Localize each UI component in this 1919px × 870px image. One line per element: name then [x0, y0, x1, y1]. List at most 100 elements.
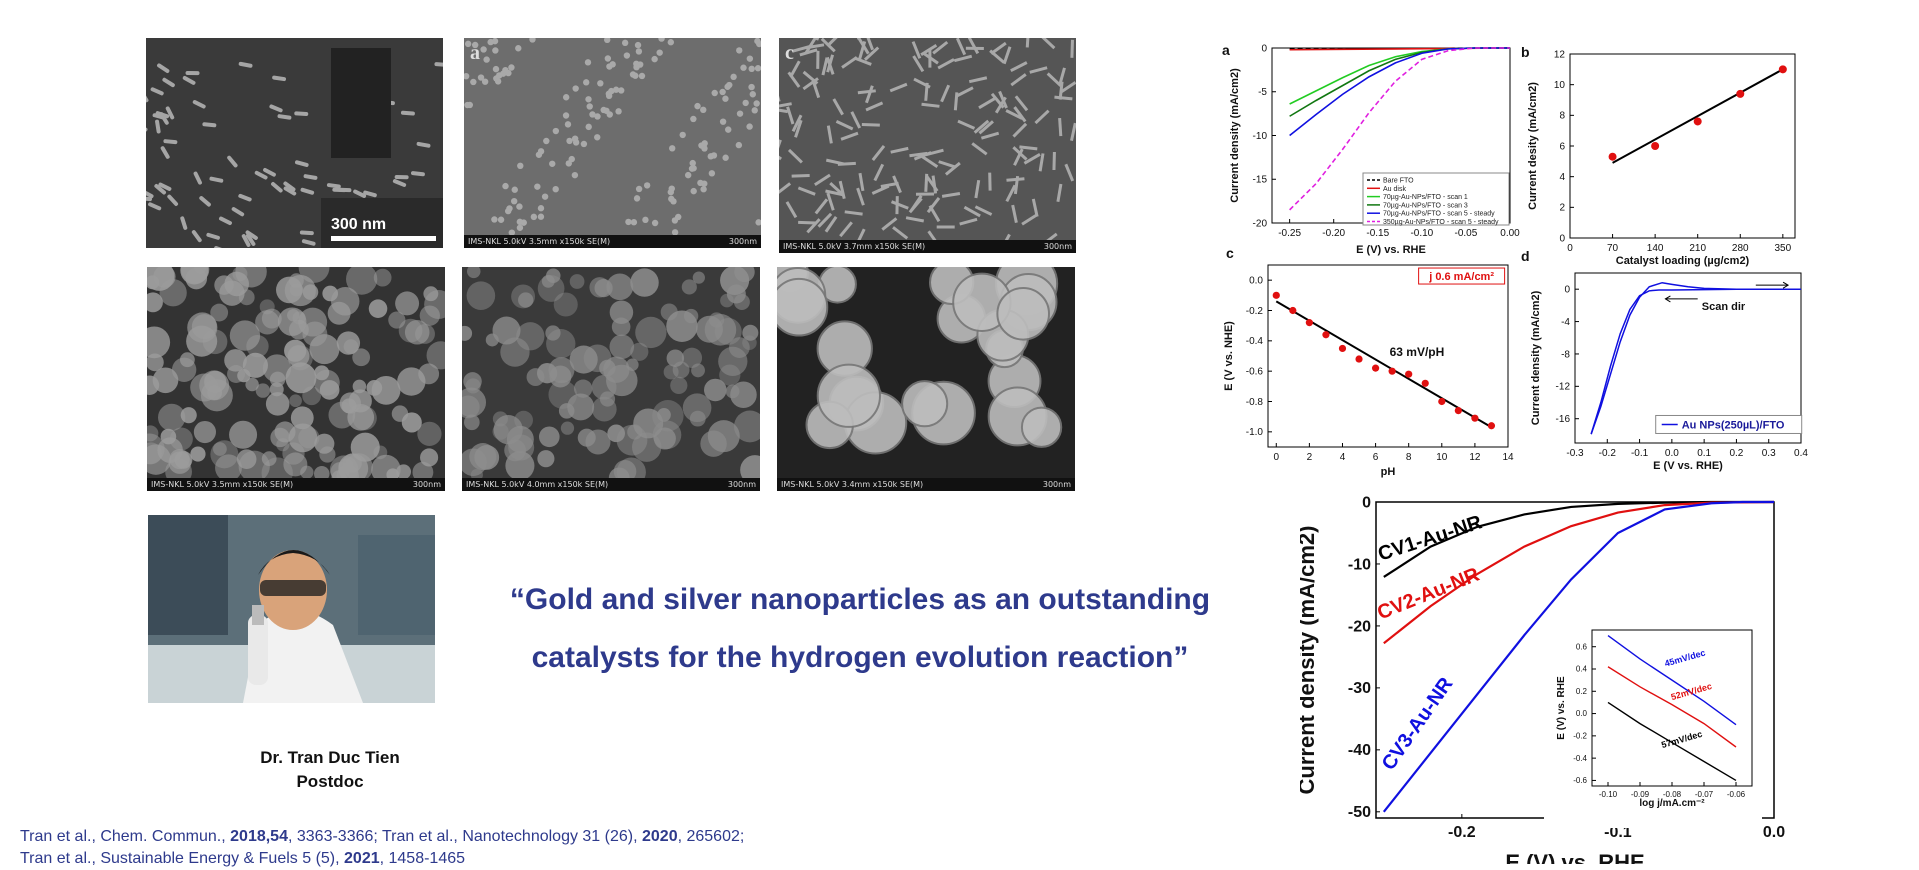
y-axis-label: Current density (mA/cm2) [1300, 526, 1319, 795]
x-tick-label: -0.10 [1599, 790, 1618, 799]
data-point [1609, 153, 1617, 161]
sem-scale: 300nm [413, 478, 441, 491]
x-axis-label: pH [1381, 466, 1396, 478]
quote-line-2: catalysts for the hydrogen evolution rea… [440, 629, 1280, 687]
y-tick-label: -4 [1561, 317, 1570, 328]
x-tick-label: -0.10 [1410, 228, 1433, 239]
sem-info: IMS-NKL 5.0kV 3.4mm x150k SE(M) [781, 480, 923, 489]
y-tick-label: 0.2 [1576, 687, 1588, 696]
y-axis-label: Current density (mA/cm2) [1229, 68, 1241, 203]
panel-label: a [1222, 42, 1230, 58]
ref-text: Tran et al., Chem. Commun., [20, 828, 230, 845]
y-tick-label: 0.4 [1576, 665, 1588, 674]
legend-entry: Bare FTO [1383, 178, 1414, 185]
y-tick-label: 0 [1559, 233, 1565, 244]
x-tick-label: -0.15 [1366, 228, 1389, 239]
sem-image-nanorods: 300 nm [146, 38, 443, 248]
y-tick-label: 0 [1261, 43, 1267, 54]
ref-year: 2018,54 [230, 828, 288, 845]
y-tick-label: 6 [1559, 141, 1565, 152]
y-tick-label: -1.0 [1246, 427, 1264, 438]
data-point [1651, 142, 1659, 150]
fit-line [1613, 69, 1783, 163]
x-tick-label: 0.2 [1729, 448, 1743, 459]
data-point [1405, 371, 1412, 378]
series-line [1290, 48, 1510, 116]
x-axis-label: E (V vs. RHE) [1653, 460, 1723, 472]
panel-letter: c [785, 42, 794, 65]
nanorods-texture [146, 38, 443, 248]
y-tick-label: -15 [1253, 175, 1268, 186]
ref-text: , 1458-1465 [380, 850, 465, 867]
data-point [1322, 331, 1329, 338]
scan-dir-annotation: Scan dir [1702, 301, 1746, 313]
series-label: CV3-Au-NR [1378, 673, 1458, 774]
ref-text: Tran et al., Sustainable Energy & Fuels … [20, 850, 344, 867]
x-tick-label: 0.3 [1762, 448, 1776, 459]
condition-label: j 0.6 mA/cm² [1428, 271, 1494, 283]
y-tick-label: -0.8 [1246, 397, 1264, 408]
y-tick-label: 10 [1554, 80, 1566, 91]
y-tick-label: 0.6 [1576, 642, 1588, 651]
data-point [1306, 319, 1313, 326]
y-tick-label: 2 [1559, 203, 1565, 214]
x-tick-label: 8 [1406, 452, 1412, 463]
y-axis-label: E (V vs. NHE) [1223, 321, 1235, 391]
y-tick-label: -0.6 [1573, 776, 1587, 785]
y-tick-label: -5 [1258, 87, 1267, 98]
x-tick-label: 0.4 [1794, 448, 1808, 459]
x-tick-label: 4 [1340, 452, 1346, 463]
reference-line-2: Tran et al., Sustainable Energy & Fuels … [20, 848, 744, 870]
x-tick-label: -0.2 [1448, 824, 1476, 841]
data-point [1471, 415, 1478, 422]
series-line [1591, 289, 1801, 434]
sem-info-bar: IMS-NKL 5.0kV 4.0mm x150k SE(M)300nm [462, 478, 760, 491]
x-tick-label: 0.0 [1763, 824, 1785, 841]
legend-entry: 70µg-Au-NPs/FTO - scan 5 - steady [1383, 211, 1495, 218]
x-tick-label: 0.1 [1697, 448, 1711, 459]
x-tick-label: 0 [1273, 452, 1279, 463]
x-tick-label: 14 [1502, 452, 1514, 463]
x-tick-label: 10 [1436, 452, 1448, 463]
sem-info: IMS-NKL 5.0kV 3.5mm x150k SE(M) [468, 237, 610, 246]
sem-info-bar: IMS-NKL 5.0kV 3.4mm x150k SE(M) 300nm [777, 478, 1075, 491]
x-axis-label: E (V) vs. RHE [1505, 850, 1644, 864]
clusters-texture [147, 267, 445, 478]
author-block: Dr. Tran Duc Tien Postdoc [200, 746, 460, 794]
researcher-photo-drawing [148, 515, 435, 703]
y-tick-label: -16 [1556, 414, 1571, 425]
sem-info-bar: IMS-NKL 5.0kV 3.7mm x150k SE(M)300nm [779, 240, 1076, 253]
y-axis-label: Current density (mA/cm2) [1530, 290, 1542, 425]
panel-letter: a [470, 42, 480, 65]
x-tick-label: -0.20 [1322, 228, 1345, 239]
reference-line-1: Tran et al., Chem. Commun., 2018,54, 336… [20, 826, 744, 848]
panel-label: b [1521, 44, 1530, 60]
data-point [1289, 307, 1296, 314]
y-tick-label: -10 [1253, 131, 1268, 142]
sem-scale: 300nm [1043, 478, 1071, 491]
data-point [1372, 365, 1379, 372]
legend-entry: 70µg-Au-NPs/FTO - scan 1 [1383, 194, 1468, 201]
y-tick-label: 0 [1564, 285, 1570, 296]
sem-info: IMS-NKL 5.0kV 3.7mm x150k SE(M) [783, 242, 925, 251]
researcher-photo [148, 515, 435, 703]
clusters-texture [462, 267, 760, 478]
series-label: CV1-Au-NR [1375, 511, 1485, 565]
slope-annotation: 63 mV/pH [1390, 345, 1445, 359]
data-point [1422, 380, 1429, 387]
x-axis-label: log j/mA.cm⁻² [1639, 798, 1705, 809]
sem-info-bar: IMS-NKL 5.0kV 3.5mm x150k SE(M)300nm [147, 478, 445, 491]
series-line [1290, 48, 1510, 104]
data-point [1455, 407, 1462, 414]
y-tick-label: -30 [1348, 680, 1371, 697]
sem-image-5: IMS-NKL 5.0kV 4.0mm x150k SE(M)300nm [462, 267, 760, 491]
y-tick-label: -0.4 [1246, 336, 1264, 347]
data-point [1779, 65, 1787, 73]
y-tick-label: -8 [1561, 349, 1570, 360]
inset-chart: -0.10-0.09-0.08-0.07-0.060.60.40.20.0-0.… [1544, 618, 1762, 828]
y-tick-label: -0.4 [1573, 754, 1587, 763]
